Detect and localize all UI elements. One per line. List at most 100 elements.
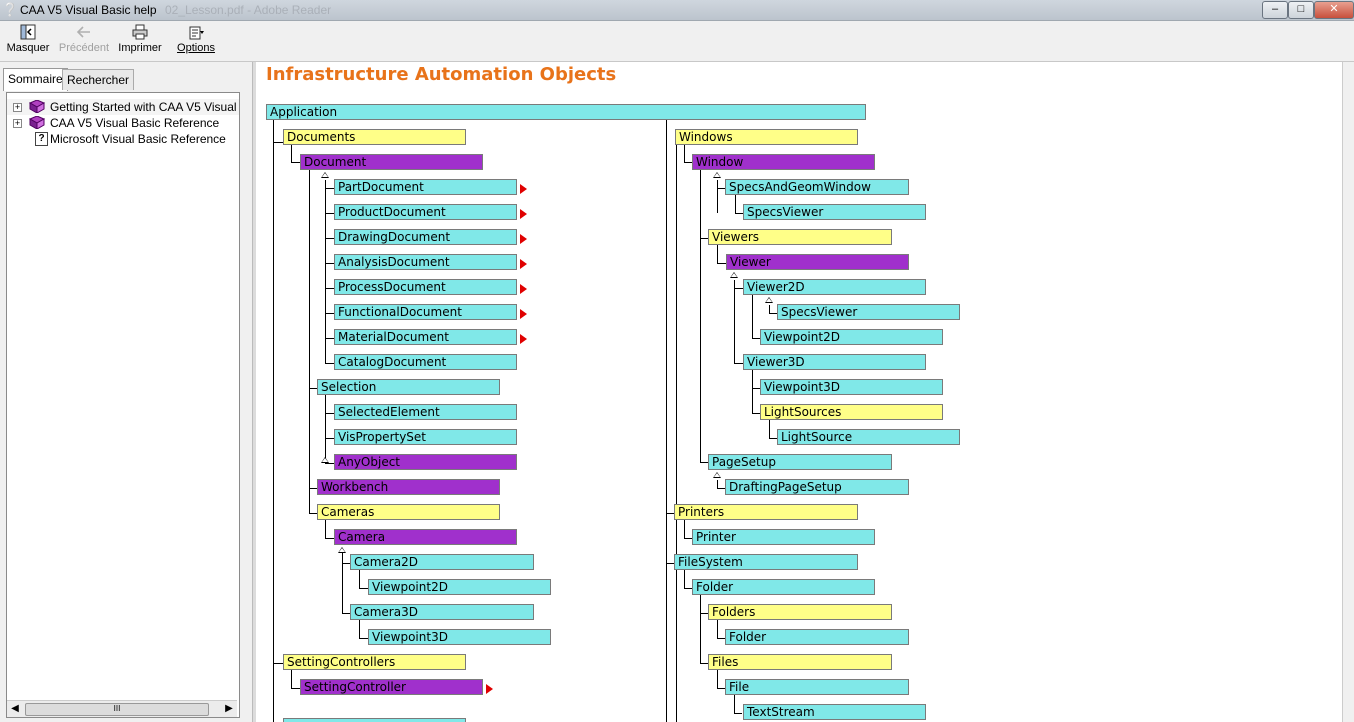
- object-camera[interactable]: Camera: [334, 529, 517, 545]
- object-light-sources[interactable]: LightSources: [760, 404, 943, 420]
- options-button[interactable]: Options: [174, 23, 218, 54]
- expand-arrow-icon[interactable]: [520, 259, 527, 269]
- object-documents[interactable]: Documents: [283, 129, 466, 145]
- toolbar: Masquer Précédent Imprimer Options: [0, 21, 1354, 62]
- object-part-document[interactable]: PartDocument: [334, 179, 517, 195]
- object-document[interactable]: Document: [300, 154, 483, 170]
- tree-item-label: Getting Started with CAA V5 Visual Bas: [50, 100, 240, 114]
- maximize-button[interactable]: □: [1288, 1, 1314, 19]
- inheritance-icon: [765, 297, 773, 303]
- precedent-button[interactable]: Précédent: [58, 23, 110, 54]
- book-icon: [28, 115, 46, 130]
- expand-arrow-icon[interactable]: [486, 684, 493, 694]
- content-pane: Infrastructure Automation Objects: [256, 62, 1342, 722]
- vertical-scrollbar[interactable]: [1342, 62, 1354, 722]
- tree-item-microsoft-vb-reference[interactable]: ? Microsoft Visual Basic Reference: [7, 131, 239, 147]
- object-selected-element[interactable]: SelectedElement: [334, 404, 517, 420]
- object-specs-viewer[interactable]: SpecsViewer: [777, 304, 960, 320]
- object-viewer-viewpoint2d[interactable]: Viewpoint2D: [760, 329, 943, 345]
- object-functional-document[interactable]: FunctionalDocument: [334, 304, 517, 320]
- navigation-pane: Sommaire Rechercher + Getting Started wi…: [0, 62, 252, 722]
- inheritance-icon: [713, 172, 721, 178]
- page-title: Infrastructure Automation Objects: [266, 64, 617, 85]
- expand-arrow-icon[interactable]: [520, 209, 527, 219]
- object-printers[interactable]: Printers: [674, 504, 858, 520]
- object-drafting-page-setup[interactable]: DraftingPageSetup: [725, 479, 909, 495]
- object-camera2d[interactable]: Camera2D: [350, 554, 534, 570]
- help-page-icon: ?: [35, 132, 48, 146]
- object-process-document[interactable]: ProcessDocument: [334, 279, 517, 295]
- pane-splitter[interactable]: [252, 62, 256, 722]
- object-any-object[interactable]: AnyObject: [334, 454, 517, 470]
- object-files[interactable]: Files: [708, 654, 892, 670]
- object-file[interactable]: File: [725, 679, 909, 695]
- masquer-button[interactable]: Masquer: [6, 23, 50, 54]
- object-application[interactable]: Application: [266, 104, 866, 120]
- inheritance-icon: [730, 272, 738, 278]
- contents-tree: + Getting Started with CAA V5 Visual Bas…: [6, 92, 240, 718]
- object-viewer2d[interactable]: Viewer2D: [743, 279, 926, 295]
- inheritance-icon: [321, 457, 329, 463]
- object-viewer3d[interactable]: Viewer3D: [743, 354, 926, 370]
- expand-icon[interactable]: +: [13, 102, 22, 112]
- scroll-thumb[interactable]: III: [25, 703, 209, 716]
- object-viewer-viewpoint3d[interactable]: Viewpoint3D: [760, 379, 943, 395]
- back-arrow-icon: [58, 23, 110, 41]
- tree-item-vb-reference[interactable]: + CAA V5 Visual Basic Reference: [7, 115, 239, 131]
- expand-arrow-icon[interactable]: [520, 309, 527, 319]
- horizontal-scrollbar[interactable]: ◀ III ▶: [7, 700, 237, 717]
- object-camera2d-viewpoint2d[interactable]: Viewpoint2D: [368, 579, 551, 595]
- object-folder[interactable]: Folder: [692, 579, 875, 595]
- object-vis-property-set[interactable]: VisPropertySet: [334, 429, 517, 445]
- object-catalog-document[interactable]: CatalogDocument: [334, 354, 517, 370]
- scroll-right-icon[interactable]: ▶: [225, 703, 233, 714]
- object-analysis-document[interactable]: AnalysisDocument: [334, 254, 517, 270]
- expand-arrow-icon[interactable]: [520, 284, 527, 294]
- object-window[interactable]: Window: [692, 154, 875, 170]
- background-window-title: 02_Lesson.pdf - Adobe Reader: [165, 3, 332, 17]
- tab-rechercher[interactable]: Rechercher: [62, 69, 135, 90]
- minimize-button[interactable]: –: [1262, 1, 1288, 19]
- expand-arrow-icon[interactable]: [520, 184, 527, 194]
- object-viewers[interactable]: Viewers: [708, 229, 892, 245]
- object-drawing-document[interactable]: DrawingDocument: [334, 229, 517, 245]
- object-cutoff[interactable]: [283, 718, 466, 722]
- object-setting-controller[interactable]: SettingController: [300, 679, 483, 695]
- expand-icon[interactable]: +: [13, 118, 22, 128]
- object-light-source[interactable]: LightSource: [777, 429, 960, 445]
- tree-item-getting-started[interactable]: + Getting Started with CAA V5 Visual Bas: [7, 99, 239, 115]
- object-file-system[interactable]: FileSystem: [674, 554, 858, 570]
- close-button[interactable]: ✕: [1314, 1, 1354, 19]
- imprimer-button[interactable]: Imprimer: [118, 23, 162, 54]
- object-selection[interactable]: Selection: [317, 379, 500, 395]
- inheritance-icon: [321, 172, 329, 178]
- expand-arrow-icon[interactable]: [520, 334, 527, 344]
- scroll-left-icon[interactable]: ◀: [11, 703, 19, 714]
- object-page-setup[interactable]: PageSetup: [708, 454, 892, 470]
- object-cameras[interactable]: Cameras: [317, 504, 500, 520]
- help-app-icon: ❔: [2, 2, 19, 17]
- book-icon: [28, 99, 46, 114]
- tree-item-label: Microsoft Visual Basic Reference: [50, 132, 226, 146]
- object-camera3d-viewpoint3d[interactable]: Viewpoint3D: [368, 629, 551, 645]
- inheritance-icon: [713, 472, 721, 478]
- object-specs-viewer-window[interactable]: SpecsViewer: [743, 204, 926, 220]
- object-workbench[interactable]: Workbench: [317, 479, 500, 495]
- inheritance-icon: [338, 547, 346, 553]
- object-product-document[interactable]: ProductDocument: [334, 204, 517, 220]
- object-printer[interactable]: Printer: [692, 529, 875, 545]
- object-material-document[interactable]: MaterialDocument: [334, 329, 517, 345]
- object-windows[interactable]: Windows: [675, 129, 858, 145]
- title-bar: ❔ CAA V5 Visual Basic help 02_Lesson.pdf…: [0, 0, 1354, 21]
- object-specs-and-geom-window[interactable]: SpecsAndGeomWindow: [725, 179, 909, 195]
- object-viewer[interactable]: Viewer: [726, 254, 909, 270]
- options-icon: [174, 23, 218, 41]
- object-camera3d[interactable]: Camera3D: [350, 604, 534, 620]
- object-text-stream[interactable]: TextStream: [743, 704, 926, 720]
- tab-sommaire[interactable]: Sommaire: [3, 68, 68, 91]
- object-folders[interactable]: Folders: [708, 604, 892, 620]
- expand-arrow-icon[interactable]: [520, 234, 527, 244]
- window-title: CAA V5 Visual Basic help: [20, 3, 157, 17]
- object-setting-controllers[interactable]: SettingControllers: [283, 654, 466, 670]
- object-folders-folder[interactable]: Folder: [725, 629, 909, 645]
